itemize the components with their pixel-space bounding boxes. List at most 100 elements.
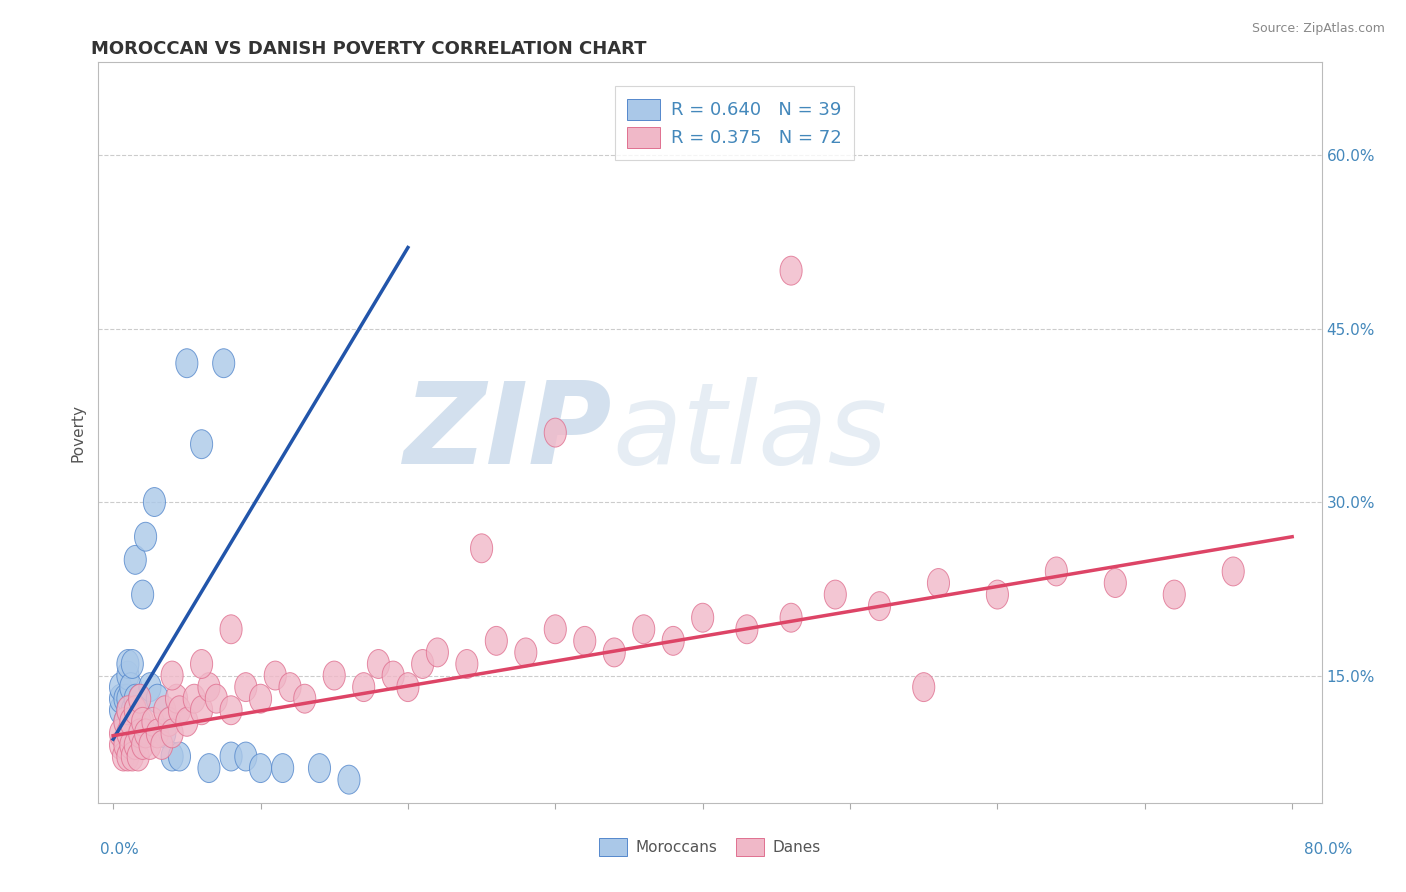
Ellipse shape [124,696,146,724]
Ellipse shape [121,742,143,771]
Ellipse shape [117,684,139,713]
Ellipse shape [249,684,271,713]
Text: 0.0%: 0.0% [100,842,139,856]
Ellipse shape [780,256,803,285]
Ellipse shape [264,661,287,690]
Ellipse shape [191,430,212,458]
Ellipse shape [128,684,150,713]
Ellipse shape [169,696,191,724]
Ellipse shape [574,626,596,656]
Ellipse shape [120,707,142,736]
Ellipse shape [132,731,153,759]
Ellipse shape [117,742,139,771]
Y-axis label: Poverty: Poverty [70,403,86,462]
Ellipse shape [824,580,846,609]
Ellipse shape [124,731,146,759]
Ellipse shape [396,673,419,702]
Ellipse shape [117,649,139,679]
Ellipse shape [112,742,135,771]
Ellipse shape [110,684,132,713]
Ellipse shape [869,591,890,621]
Ellipse shape [198,673,219,702]
Text: 80.0%: 80.0% [1305,842,1353,856]
Ellipse shape [662,626,685,656]
Ellipse shape [117,696,139,724]
Ellipse shape [117,719,139,747]
Ellipse shape [1222,557,1244,586]
Ellipse shape [135,719,156,747]
Ellipse shape [205,684,228,713]
Ellipse shape [128,719,150,747]
Ellipse shape [235,673,257,702]
Ellipse shape [271,754,294,782]
Ellipse shape [235,742,257,771]
Ellipse shape [603,638,626,667]
Ellipse shape [176,349,198,377]
Ellipse shape [153,696,176,724]
Ellipse shape [382,661,405,690]
Ellipse shape [191,696,212,724]
Ellipse shape [124,696,146,724]
Ellipse shape [124,719,146,747]
Ellipse shape [692,603,714,632]
Ellipse shape [114,731,136,759]
Ellipse shape [150,731,173,759]
Ellipse shape [132,719,153,747]
Ellipse shape [337,765,360,794]
Ellipse shape [485,626,508,656]
Text: ZIP: ZIP [404,377,612,488]
Ellipse shape [367,649,389,679]
Ellipse shape [308,754,330,782]
Ellipse shape [176,707,198,736]
Ellipse shape [219,615,242,644]
Ellipse shape [219,696,242,724]
Ellipse shape [353,673,375,702]
Ellipse shape [124,545,146,574]
Ellipse shape [127,742,149,771]
Ellipse shape [110,731,132,759]
Ellipse shape [132,580,153,609]
Ellipse shape [544,615,567,644]
Ellipse shape [198,754,219,782]
Ellipse shape [278,673,301,702]
Ellipse shape [157,707,180,736]
Ellipse shape [143,488,166,516]
Ellipse shape [633,615,655,644]
Ellipse shape [191,649,212,679]
Ellipse shape [219,742,242,771]
Ellipse shape [153,719,176,747]
Ellipse shape [146,719,169,747]
Ellipse shape [110,673,132,702]
Ellipse shape [928,568,949,598]
Ellipse shape [249,754,271,782]
Ellipse shape [183,684,205,713]
Ellipse shape [135,523,156,551]
Ellipse shape [114,707,136,736]
Ellipse shape [117,719,139,747]
Ellipse shape [114,707,136,736]
Ellipse shape [162,742,183,771]
Ellipse shape [426,638,449,667]
Ellipse shape [117,696,139,724]
Ellipse shape [1104,568,1126,598]
Ellipse shape [128,684,150,713]
Text: atlas: atlas [612,377,887,488]
Ellipse shape [212,349,235,377]
Ellipse shape [780,603,803,632]
Ellipse shape [120,731,142,759]
Text: Source: ZipAtlas.com: Source: ZipAtlas.com [1251,22,1385,36]
Ellipse shape [124,684,146,713]
Ellipse shape [1163,580,1185,609]
Ellipse shape [132,707,153,736]
Ellipse shape [1045,557,1067,586]
Ellipse shape [294,684,316,713]
Legend: Moroccans, Danes: Moroccans, Danes [593,832,827,862]
Ellipse shape [735,615,758,644]
Ellipse shape [120,707,142,736]
Ellipse shape [162,661,183,690]
Ellipse shape [114,684,136,713]
Ellipse shape [166,684,187,713]
Ellipse shape [987,580,1008,609]
Ellipse shape [110,719,132,747]
Ellipse shape [121,649,143,679]
